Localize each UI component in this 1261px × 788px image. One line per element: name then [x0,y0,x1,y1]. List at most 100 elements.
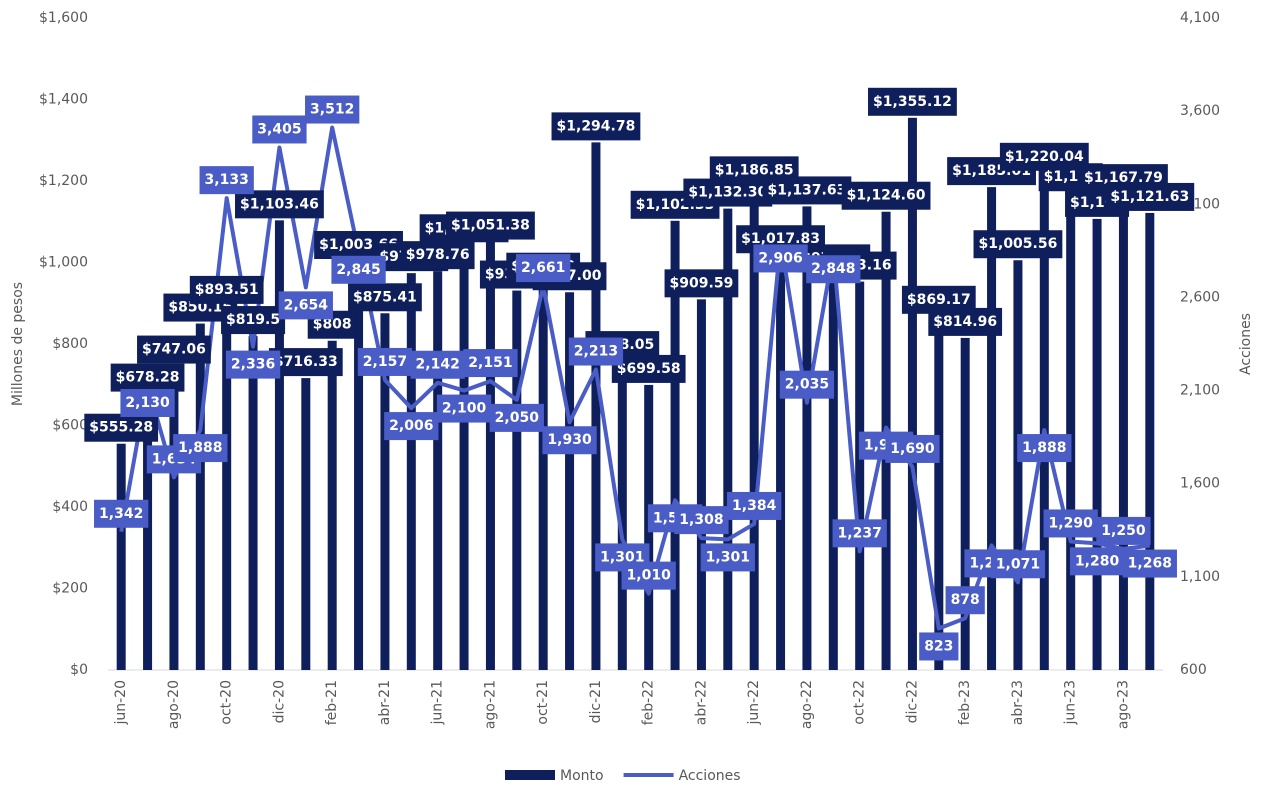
data-label: 1,690 [885,434,940,463]
data-label: 1,888 [173,434,228,463]
data-label-box [268,348,343,377]
data-label: 2,050 [489,403,544,432]
data-label-text: 2,151 [468,355,512,371]
data-label-text: $747.06 [142,342,206,358]
data-label-text: 2,661 [521,260,565,276]
data-label-text: 1,342 [99,506,143,522]
data-label-text: $893.51 [195,282,259,298]
data-label: 1,268 [1122,549,1177,578]
x-tick-label: dic-22 [904,680,920,723]
bar [1145,212,1155,670]
bar [327,340,337,670]
bar [169,365,179,670]
x-tick-label: jun-23 [1063,680,1079,726]
data-label: 1,308 [674,506,729,535]
data-label-text: $1,103.46 [240,196,319,212]
legend-swatch [623,773,674,777]
bar [380,313,390,670]
data-label-text: 2,100 [442,401,487,417]
bar [274,220,284,670]
bar [1039,172,1049,671]
data-label-box [489,403,544,432]
bar [143,393,153,670]
data-label-box [221,306,286,335]
y2-tick-label: 600 [1180,662,1207,678]
y2-axis-title: Acciones [1238,313,1254,375]
y-tick-label: $800 [52,336,88,352]
y2-tick-label: 1,100 [1180,569,1220,585]
data-label-text: 2,006 [389,418,433,434]
y2-tick-label: 4,100 [1180,10,1220,26]
data-label-text: 2,035 [785,377,829,393]
y-tick-label: $1,400 [39,92,88,108]
y2-tick-label: 3,600 [1180,103,1220,119]
data-label: 1,010 [621,561,676,590]
data-label-box [225,350,281,379]
data-label: $678.28 [110,363,185,392]
bar [116,443,126,670]
data-label: 2,035 [779,370,835,399]
bar [855,281,865,670]
data-label-text: 1,280 [1075,553,1120,569]
data-label-box [235,190,324,219]
x-tick-label: jun-22 [746,680,762,726]
data-label-box [173,434,228,463]
data-label-box [568,337,624,366]
data-label-text: 3,133 [205,172,249,188]
data-label: $1,005.56 [973,230,1063,259]
y-tick-label: $200 [52,581,88,597]
data-label: 3,133 [199,166,254,195]
data-label-text: 2,142 [416,357,460,373]
y-axis-title: Millones de pesos [10,282,26,406]
x-tick-label: dic-21 [588,680,604,723]
data-label: 2,130 [120,388,175,417]
data-label-box [1105,182,1195,211]
y-tick-label: $600 [52,418,88,434]
data-label-box [1043,509,1098,538]
data-label-text: 1,250 [1101,523,1146,539]
data-label: 1,280 [1069,547,1125,576]
data-label: $819.5 [221,306,286,335]
data-label-text: 823 [924,638,953,654]
data-label: $1,103.46 [235,190,324,219]
data-label-box [189,275,264,304]
data-label-box [305,95,360,124]
data-label-text: $1,220.04 [1005,149,1084,165]
data-label-box [400,241,475,270]
data-label: 2,213 [568,337,624,366]
data-label-text: $1,132.30 [688,185,767,201]
x-tick-label: feb-21 [324,680,340,725]
data-label: 1,384 [727,491,782,520]
data-label: 1,888 [1017,434,1072,463]
bar [1066,193,1076,670]
data-label: $893.51 [189,275,264,304]
bar [485,241,495,670]
bar [670,220,680,670]
data-label-text: $1,121.63 [1110,189,1189,205]
data-label: 878 [945,586,985,615]
data-label-text: 1,888 [178,440,222,456]
y-tick-label: $1,600 [39,10,88,26]
data-label: 1,301 [700,543,755,572]
bar [776,255,786,671]
legend-label: Acciones [679,768,741,784]
data-label-box [841,181,931,210]
data-label-text: $1,294.78 [557,118,636,134]
data-label-box [278,291,333,320]
y-tick-label: $0 [70,662,88,678]
data-label-box [990,550,1046,579]
x-tick-label: abr-22 [693,680,709,725]
data-label-text: 1,690 [890,441,935,457]
data-label-text: 2,050 [495,410,540,426]
data-label: $875.41 [348,283,422,312]
data-label-box [753,244,808,273]
data-label-text: $1,005.56 [979,236,1058,252]
data-label-text: 2,845 [336,262,380,278]
bar [354,261,364,670]
data-label: 1,250 [1096,516,1151,545]
data-label: $1,355.12 [868,87,957,116]
data-label: 1,301 [595,543,650,572]
data-label-box [516,254,571,283]
y2-tick-label: 2,100 [1180,383,1220,399]
